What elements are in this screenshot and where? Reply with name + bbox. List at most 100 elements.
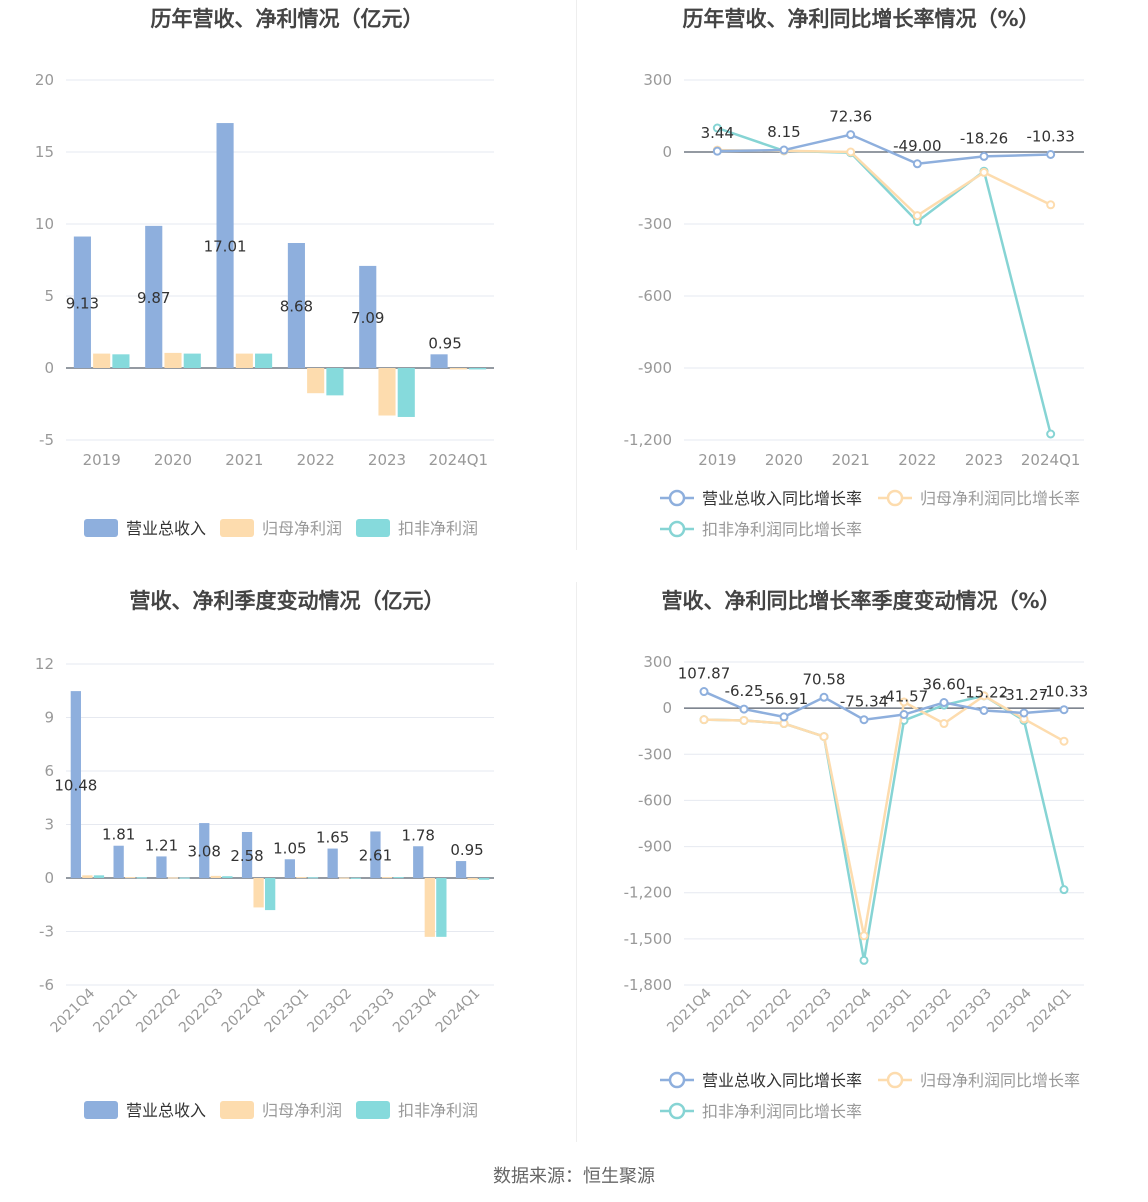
bar-deducted-profit	[307, 877, 319, 879]
x-tick-label: 2023Q4	[390, 985, 441, 1036]
bar-revenue	[156, 856, 167, 878]
bar-revenue	[287, 243, 305, 368]
bar-net-profit	[424, 878, 435, 937]
y-tick-label: -900	[638, 838, 672, 856]
bar-revenue	[216, 123, 234, 368]
data-point	[939, 719, 949, 729]
line-data-label: -15.22	[960, 683, 1008, 701]
data-point	[859, 931, 869, 941]
x-tick-label: 2021Q4	[48, 985, 99, 1036]
legend-label: 归母净利润同比增长率	[920, 489, 1080, 508]
bar-net-profit	[82, 875, 93, 878]
x-tick-label: 2023	[368, 451, 406, 469]
bar-data-label: 1.81	[102, 826, 135, 844]
data-point	[819, 692, 829, 702]
data-point	[912, 159, 922, 169]
quarterly-growth-rate-svg: 营收、净利同比增长率季度变动情况（%） -1,800 -1,500 -1,200 -90…	[624, 589, 1089, 1121]
legend-swatch	[84, 519, 118, 537]
bar-revenue	[359, 265, 377, 368]
bar-revenue	[70, 691, 81, 878]
data-point	[859, 955, 869, 965]
legend-marker	[886, 1071, 904, 1089]
y-tick-label: -300	[638, 745, 672, 763]
bar-deducted-profit	[183, 353, 201, 368]
bar-net-profit	[307, 368, 325, 394]
bar-revenue	[199, 823, 210, 878]
legend-label: 营业总收入同比增长率	[702, 1071, 862, 1090]
bar-revenue	[241, 831, 253, 878]
bar-net-profit	[467, 878, 478, 880]
data-point	[979, 167, 989, 177]
x-tick-label: 2020	[154, 451, 192, 469]
data-point	[846, 130, 856, 140]
bar-revenue	[370, 831, 381, 878]
x-tick-label: 2022Q4	[219, 985, 270, 1036]
bar-deducted-profit	[326, 368, 344, 396]
legend-label: 归母净利润	[262, 1101, 342, 1120]
x-tick-label: 2023Q3	[347, 986, 398, 1037]
series-line-revenue-growth	[717, 133, 1051, 166]
y-tick-label: -1,500	[624, 930, 672, 948]
y-tick-label: -300	[638, 215, 672, 233]
y-tick-label: 5	[44, 287, 54, 305]
data-point	[1046, 149, 1056, 159]
data-source-note: 数据来源：恒生聚源	[493, 1166, 655, 1187]
bar-data-label: 9.87	[137, 289, 170, 307]
bar-net-profit	[210, 875, 221, 878]
x-tick-label: 2023Q1	[262, 986, 313, 1037]
bar-revenue	[284, 859, 295, 878]
y-tick-label: 3	[44, 816, 54, 834]
bar-deducted-profit	[350, 877, 361, 879]
data-point	[699, 687, 709, 697]
y-tick-label: -6	[39, 976, 54, 994]
legend-swatch	[220, 1101, 254, 1119]
bar-data-label: 2.58	[230, 847, 263, 865]
series-line-revenue-growth	[703, 690, 1065, 722]
bar-deducted-profit	[393, 877, 404, 879]
data-point	[1059, 736, 1069, 746]
data-point	[899, 697, 909, 707]
bar-revenue	[430, 354, 448, 368]
line-data-label: -49.00	[893, 137, 941, 155]
y-tick-label: 300	[643, 71, 672, 89]
y-tick-label: -600	[638, 791, 672, 809]
data-point	[859, 715, 869, 725]
line-data-label: 72.36	[829, 108, 872, 126]
bar-deducted-profit	[112, 354, 130, 368]
data-point	[899, 710, 909, 720]
data-point	[1019, 708, 1029, 718]
annual-revenue-profit-chart: 历年营收、净利情况（亿元） -5 0 5 10 15 20 2019 2020 2021 2022 2…	[0, 0, 574, 570]
data-point	[819, 732, 829, 742]
data-point	[979, 151, 989, 161]
legend-marker	[668, 489, 686, 507]
legend-label: 营业总收入同比增长率	[702, 489, 862, 508]
bar-deducted-profit	[436, 878, 447, 937]
bar-net-profit	[253, 878, 264, 908]
bar-data-label: 1.65	[316, 829, 349, 847]
data-point	[1059, 885, 1069, 895]
panel-divider	[576, 582, 577, 1142]
line-data-label: -75.34	[840, 693, 888, 711]
y-tick-label: 0	[662, 143, 672, 161]
line-data-label: 107.87	[678, 665, 731, 683]
line-data-label: -10.33	[1040, 683, 1088, 701]
data-point	[739, 704, 749, 714]
series-line-deducted-profit-growth	[703, 694, 1066, 961]
bar-net-profit	[164, 352, 182, 368]
x-tick-label: 2022Q3	[176, 986, 227, 1037]
bar-revenue	[413, 846, 424, 878]
data-point	[1046, 200, 1056, 210]
line-data-label: -56.91	[760, 690, 808, 708]
legend-swatch	[356, 1101, 390, 1119]
legend-label: 营业总收入	[126, 1101, 206, 1120]
data-point	[712, 123, 722, 133]
bar-data-label: 3.08	[188, 843, 221, 861]
y-tick-label: 0	[44, 869, 54, 887]
series-line-net-profit-growth	[703, 694, 1065, 937]
quarterly-revenue-profit-chart: 营收、净利季度变动情况（亿元） -6 -3 0 3 6 9 12 2021Q4 2022Q1 202…	[0, 582, 574, 1152]
data-point	[1046, 429, 1056, 439]
x-tick-label: 2022Q1	[90, 986, 141, 1037]
line-data-label: -18.26	[960, 129, 1008, 147]
line-data-label: 70.58	[803, 670, 846, 688]
annual-revenue-profit-svg: 历年营收、净利情况（亿元） -5 0 5 10 15 20 2019 2020 2021 2022 2…	[35, 7, 494, 538]
